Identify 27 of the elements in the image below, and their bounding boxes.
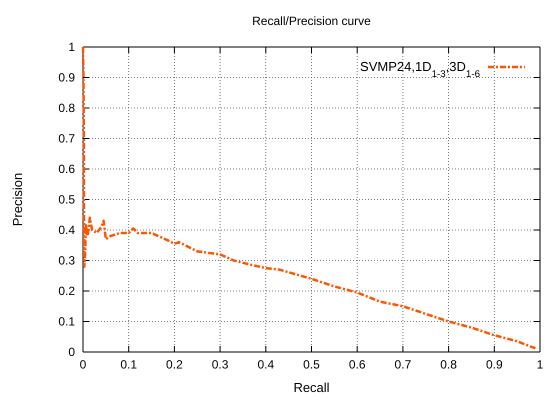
y-tick-label: 0.4 — [58, 222, 76, 237]
x-tick-label: 0.9 — [486, 358, 503, 372]
x-tick-label: 0.7 — [394, 358, 412, 372]
y-tick-label: 0.8 — [58, 100, 76, 115]
y-tick-label: 0.5 — [58, 192, 76, 206]
x-axis-title: Recall — [293, 380, 330, 395]
x-tick-label: 0.6 — [348, 358, 366, 372]
x-tick-label: 0.5 — [303, 358, 320, 372]
x-tick-label: 0.3 — [212, 358, 229, 372]
y-tick-label: 0.3 — [58, 253, 76, 268]
y-tick-label: 0.7 — [58, 131, 76, 146]
x-tick-label: 0.2 — [166, 358, 184, 372]
x-tick-label: 0.1 — [120, 358, 138, 372]
chart-title: Recall/Precision curve — [252, 14, 372, 28]
y-axis-title: Precision — [10, 172, 25, 226]
y-tick-label: 0.6 — [58, 162, 76, 176]
line-series — [82, 46, 537, 350]
legend-label: SVMP24,1D$_{1-3}$,3D$_{1-6}$ — [360, 59, 480, 80]
x-tick-label: 0.4 — [257, 358, 274, 372]
y-tick-label: 0 — [68, 344, 76, 359]
y-tick-label: 0.2 — [58, 284, 76, 298]
y-tick-label: 0.1 — [58, 314, 76, 328]
y-tick-label: 0.9 — [58, 70, 76, 84]
x-tick-label: 0.8 — [440, 358, 458, 372]
x-tick-label: 1 — [536, 358, 544, 372]
y-tick-label: 1 — [68, 40, 76, 54]
x-tick-label: 0 — [80, 358, 87, 372]
